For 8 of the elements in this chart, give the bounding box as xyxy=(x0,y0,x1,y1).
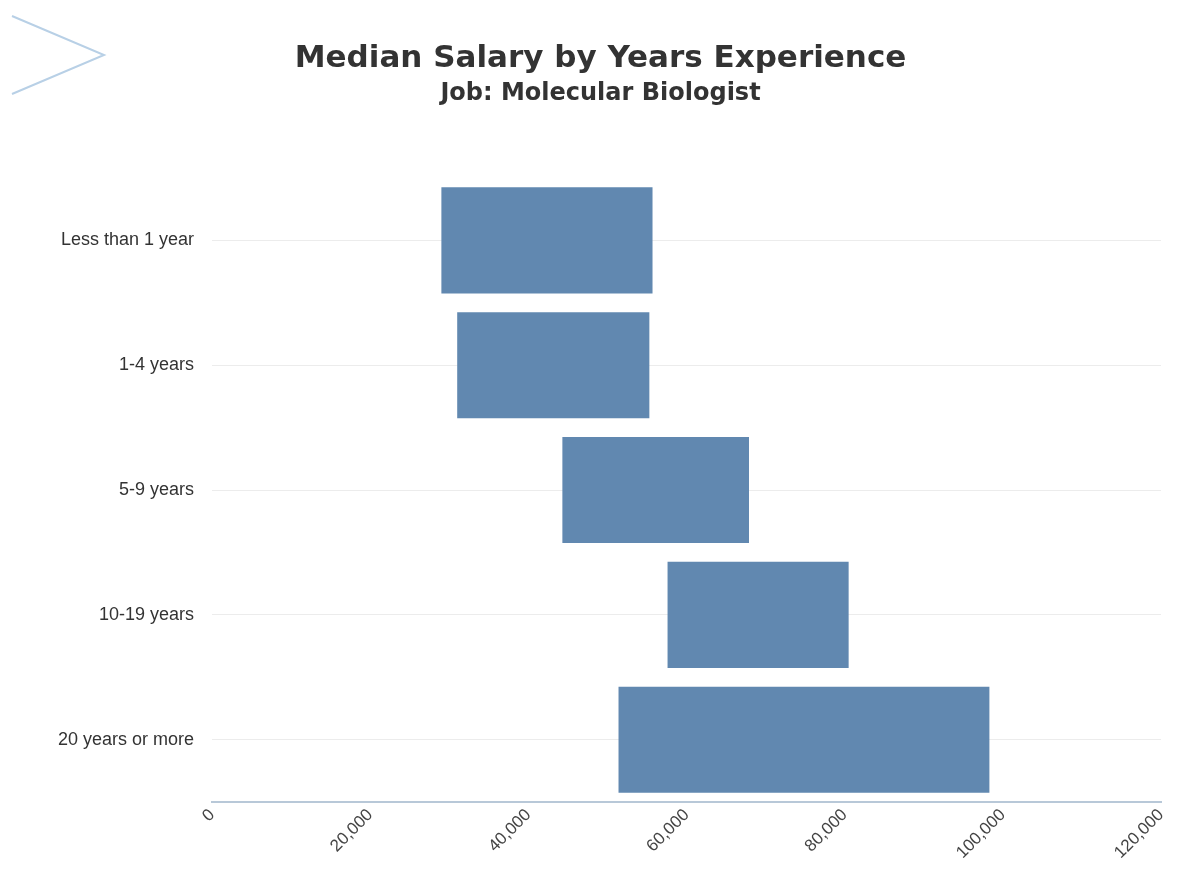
chart-title: Median Salary by Years Experience xyxy=(294,37,907,74)
y-tick-label: Less than 1 year xyxy=(60,229,195,250)
y-tick-label: 10-19 years xyxy=(98,603,195,624)
y-tick-label: 1-4 years xyxy=(119,354,195,375)
x-tick-label: 0 xyxy=(198,805,219,826)
y-tick-label: 20 years or more xyxy=(57,728,195,749)
y-tick-label: 5-9 years xyxy=(119,479,195,500)
chart-subtitle: Job: Molecular Biologist xyxy=(438,77,761,106)
